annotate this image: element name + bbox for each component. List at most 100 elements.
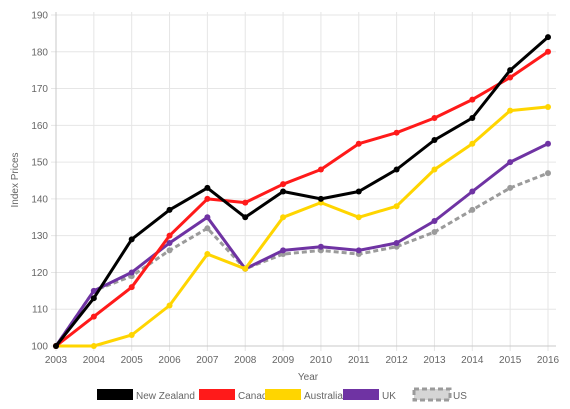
x-tick-label: 2006: [158, 355, 181, 366]
legend-swatch: [97, 389, 133, 400]
legend-item-uk[interactable]: UK: [343, 389, 396, 402]
data-point-canada: [204, 195, 211, 202]
legend-label: UK: [382, 391, 396, 402]
legend-label: Australia: [304, 391, 343, 402]
y-axis-ticks: 100 110 120 130 140 150 160 170 180 190: [31, 11, 48, 353]
data-point-canada: [469, 96, 476, 103]
legend-item-new-zealand[interactable]: New Zealand: [97, 389, 195, 402]
data-point-us: [431, 228, 438, 235]
x-tick-label: 2009: [272, 355, 295, 366]
data-point-australia: [355, 214, 362, 221]
data-point-new-zealand: [280, 188, 287, 195]
data-point-australia: [431, 166, 438, 173]
x-axis-ticks: 2003 2004 2005 2006 2007 2008 2009 2010 2011 2012…: [45, 355, 560, 366]
x-tick-label: 2005: [121, 355, 144, 366]
y-axis-label: Index Prices: [10, 152, 21, 207]
x-tick-label: 2010: [310, 355, 333, 366]
data-point-uk: [204, 214, 211, 221]
data-point-uk: [545, 140, 551, 147]
y-tick-label: 190: [31, 11, 48, 22]
y-tick-label: 130: [31, 231, 48, 242]
legend-item-us[interactable]: US: [412, 387, 467, 402]
series-us: [53, 170, 551, 349]
series-australia: [53, 103, 551, 349]
series-new-zealand: [53, 34, 551, 349]
data-point-australia: [166, 302, 173, 309]
data-point-us: [166, 247, 173, 254]
y-tick-label: 100: [31, 342, 48, 353]
data-point-uk: [280, 247, 287, 254]
legend-swatch: [412, 387, 452, 402]
data-point-us: [507, 184, 514, 191]
data-point-new-zealand: [166, 206, 173, 213]
series-line-canada: [54, 50, 550, 348]
x-tick-label: 2013: [423, 355, 446, 366]
data-point-australia: [90, 343, 97, 349]
legend-label: New Zealand: [136, 391, 195, 402]
data-point-canada: [166, 232, 173, 239]
data-point-australia: [507, 107, 514, 114]
data-point-australia: [393, 203, 400, 210]
data-point-uk: [128, 269, 135, 276]
data-point-uk: [431, 217, 438, 224]
data-point-new-zealand: [355, 188, 362, 195]
data-point-australia: [469, 140, 476, 147]
series: [53, 34, 551, 349]
legend-swatch: [343, 389, 379, 400]
y-tick-label: 170: [31, 84, 48, 95]
series-line-australia: [54, 105, 550, 348]
x-tick-label: 2016: [537, 355, 560, 366]
data-point-uk: [507, 159, 514, 166]
series-line-us: [54, 171, 549, 347]
y-tick-label: 140: [31, 194, 48, 205]
y-tick-label: 160: [31, 121, 48, 132]
data-point-canada: [280, 181, 287, 188]
y-tick-label: 120: [31, 268, 48, 279]
data-point-canada: [507, 74, 514, 81]
legend-item-australia[interactable]: Australia: [265, 389, 343, 402]
x-tick-label: 2015: [499, 355, 522, 366]
x-tick-label: 2014: [461, 355, 484, 366]
data-point-uk: [469, 188, 476, 195]
y-tick-label: 110: [32, 305, 48, 316]
x-tick-label: 2007: [196, 355, 219, 366]
series-line-uk: [54, 142, 550, 348]
data-point-australia: [242, 265, 249, 272]
x-tick-label: 2008: [234, 355, 257, 366]
data-point-australia: [280, 214, 287, 221]
y-tick-label: 150: [31, 158, 48, 169]
data-point-new-zealand: [242, 214, 249, 221]
legend-item-canada[interactable]: Canada: [199, 389, 273, 402]
data-point-uk: [317, 243, 324, 250]
data-point-us: [204, 225, 211, 232]
legend: New Zealand Canada Australia UK US: [97, 387, 467, 402]
series-line-new-zealand: [54, 35, 550, 348]
data-point-new-zealand: [317, 195, 324, 202]
data-point-new-zealand: [469, 114, 476, 121]
data-point-australia: [128, 331, 135, 338]
data-point-australia: [545, 103, 551, 110]
data-point-uk: [355, 247, 362, 254]
y-tick-label: 180: [31, 47, 48, 58]
data-point-new-zealand: [507, 67, 514, 74]
data-point-us: [545, 170, 551, 177]
data-point-uk: [166, 240, 173, 247]
legend-swatch: [199, 389, 235, 400]
grid: [51, 12, 556, 351]
data-point-new-zealand: [204, 184, 211, 191]
data-point-canada: [545, 48, 551, 55]
data-point-new-zealand: [431, 137, 438, 144]
data-point-canada: [393, 129, 400, 136]
data-point-us: [469, 206, 476, 213]
data-point-canada: [90, 313, 97, 320]
x-tick-label: 2011: [348, 355, 370, 366]
data-point-new-zealand: [393, 166, 400, 173]
legend-label: US: [453, 391, 467, 402]
data-point-canada: [355, 140, 362, 147]
x-tick-label: 2004: [83, 355, 106, 366]
data-point-canada: [431, 114, 438, 121]
data-point-new-zealand: [53, 343, 59, 349]
data-point-new-zealand: [128, 236, 135, 243]
data-point-new-zealand: [545, 34, 551, 41]
